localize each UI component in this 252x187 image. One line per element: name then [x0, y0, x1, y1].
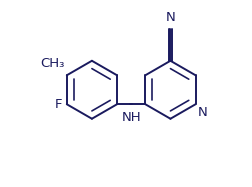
Text: N: N: [165, 11, 175, 24]
Text: NH: NH: [121, 111, 140, 124]
Text: F: F: [54, 98, 62, 111]
Text: CH₃: CH₃: [40, 57, 65, 70]
Text: N: N: [197, 106, 206, 119]
